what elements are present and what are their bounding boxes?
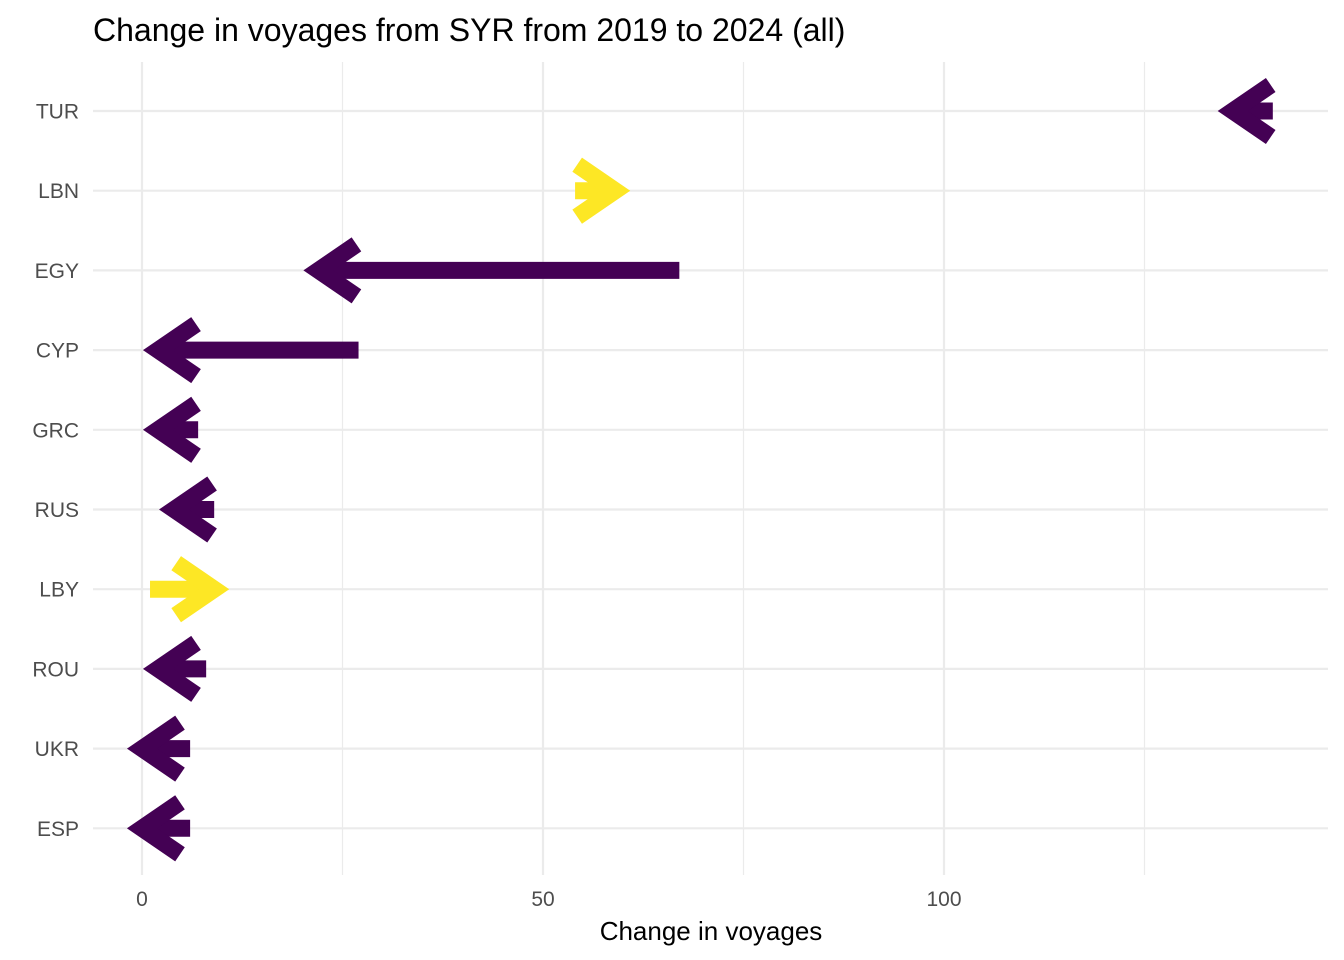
arrow-tur <box>1217 77 1276 145</box>
grid-layer <box>93 62 1328 875</box>
y-tick-label-esp: ESP <box>37 818 79 841</box>
arrow-head <box>126 715 185 782</box>
arrow-head <box>142 317 201 384</box>
x-axis-title: Change in voyages <box>600 916 823 946</box>
arrow-head <box>572 157 631 224</box>
chart-title: Change in voyages from SYR from 2019 to … <box>93 12 845 48</box>
arrow-egy <box>303 237 680 304</box>
arrow-esp <box>126 795 191 862</box>
y-tick-label-cyp: CYP <box>36 340 79 363</box>
y-tick-label-grc: GRC <box>32 419 79 442</box>
arrow-cyp <box>142 317 359 384</box>
arrow-rou <box>142 635 207 702</box>
arrow-head <box>1217 77 1276 145</box>
arrow-ukr <box>126 715 191 782</box>
y-axis-labels: TUR LBN EGY CYP GRC RUS LBY ROU UKR ESP <box>32 101 79 841</box>
arrow-head <box>142 396 201 463</box>
y-tick-label-rou: ROU <box>32 658 79 681</box>
arrow-lby <box>150 556 230 623</box>
y-tick-label-rus: RUS <box>35 499 79 522</box>
arrow-lbn <box>572 157 631 224</box>
arrow-grc <box>142 396 201 463</box>
x-tick-label: 50 <box>531 888 554 911</box>
y-tick-label-egy: EGY <box>35 260 79 283</box>
y-tick-label-lby: LBY <box>39 579 79 602</box>
arrow-head <box>126 795 185 862</box>
arrow-head <box>303 237 362 304</box>
arrow-head <box>159 476 217 543</box>
arrow-rus <box>159 476 217 543</box>
y-tick-label-tur: TUR <box>36 101 79 124</box>
arrow-head <box>142 635 201 702</box>
arrow-head <box>171 556 230 623</box>
x-axis-labels: 0 50 100 <box>136 888 961 911</box>
y-tick-label-lbn: LBN <box>38 180 79 203</box>
x-tick-label: 0 <box>136 888 148 911</box>
arrow-layer <box>126 77 1276 862</box>
x-tick-label: 100 <box>926 888 961 911</box>
y-tick-label-ukr: UKR <box>35 738 79 761</box>
